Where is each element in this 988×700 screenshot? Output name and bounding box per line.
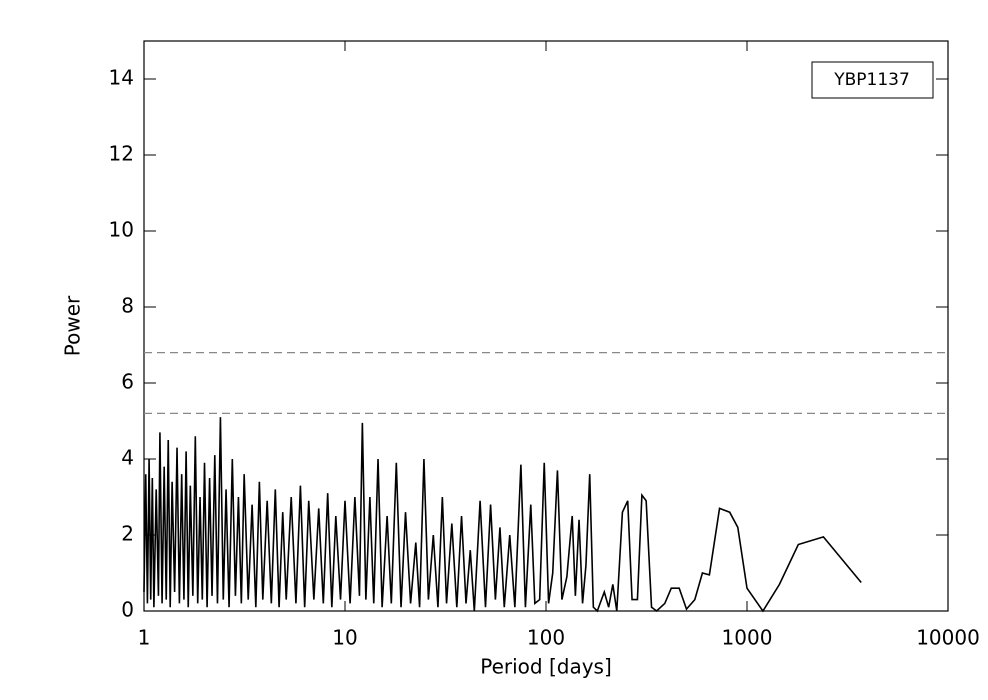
x-tick-label: 1000: [722, 626, 773, 650]
x-tick-label: 100: [527, 626, 565, 650]
y-tick-label: 12: [109, 142, 134, 166]
x-axis-label: Period [days]: [480, 655, 612, 679]
y-tick-label: 10: [109, 218, 134, 242]
x-tick-label: 10000: [916, 626, 980, 650]
y-tick-label: 8: [121, 294, 134, 318]
legend-label: YBP1137: [833, 70, 910, 90]
y-tick-label: 14: [109, 66, 134, 90]
series-line: [143, 417, 862, 613]
x-tick-label: 1: [138, 626, 151, 650]
y-tick-label: 0: [121, 598, 134, 622]
y-axis-label: Power: [61, 295, 85, 356]
y-tick-label: 4: [121, 446, 134, 470]
y-tick-label: 2: [121, 522, 134, 546]
legend-box: [811, 61, 934, 99]
x-tick-label: 10: [332, 626, 357, 650]
y-tick-label: 6: [121, 370, 134, 394]
